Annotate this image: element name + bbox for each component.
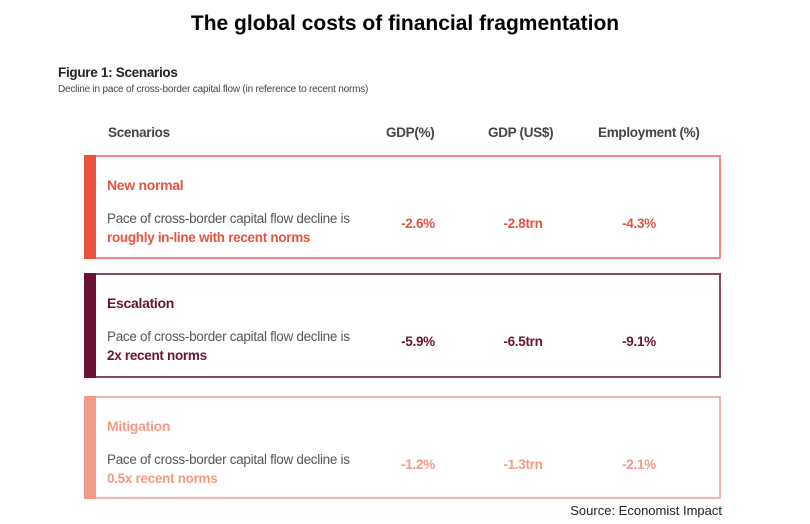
gdp-usd-value: -6.5trn	[503, 334, 543, 349]
description-text: Pace of cross-border capital flow declin…	[107, 329, 350, 344]
scenario-description: Pace of cross-border capital flow declin…	[107, 209, 357, 247]
header-gdp-usd: GDP (US$)	[488, 125, 554, 140]
figure-title: Figure 1: Scenarios	[58, 65, 178, 80]
employment-value: -4.3%	[622, 216, 656, 231]
scenario-name: New normal	[107, 177, 184, 193]
scenario-description: Pace of cross-border capital flow declin…	[107, 450, 357, 488]
source-note: Source: Economist Impact	[570, 503, 722, 518]
scenario-card-escalation: Escalation Pace of cross-border capital …	[84, 273, 721, 378]
description-highlight: 0.5x recent norms	[107, 471, 218, 486]
gdp-usd-value: -1.3trn	[503, 457, 543, 472]
employment-value: -2.1%	[622, 457, 656, 472]
scenario-color-bar	[84, 273, 96, 378]
figure-subtitle: Decline in pace of cross-border capital …	[58, 84, 369, 95]
gdp-pct-value: -1.2%	[401, 457, 435, 472]
scenario-color-bar	[84, 155, 96, 259]
description-highlight: 2x recent norms	[107, 348, 207, 363]
scenario-card-mitigation: Mitigation Pace of cross-border capital …	[84, 396, 721, 499]
scenario-name: Escalation	[107, 295, 175, 311]
header-employment: Employment (%)	[598, 125, 700, 140]
header-scenarios: Scenarios	[108, 125, 170, 140]
description-text: Pace of cross-border capital flow declin…	[107, 211, 350, 226]
employment-value: -9.1%	[622, 334, 656, 349]
scenario-name: Mitigation	[107, 418, 171, 434]
scenario-description: Pace of cross-border capital flow declin…	[107, 327, 357, 365]
gdp-usd-value: -2.8trn	[503, 216, 543, 231]
gdp-pct-value: -2.6%	[401, 216, 435, 231]
description-highlight: roughly in-line with recent norms	[107, 230, 311, 245]
page-title: The global costs of financial fragmentat…	[190, 12, 620, 35]
gdp-pct-value: -5.9%	[401, 334, 435, 349]
header-gdp-pct: GDP(%)	[386, 125, 435, 140]
scenario-color-bar	[84, 396, 96, 499]
description-text: Pace of cross-border capital flow declin…	[107, 452, 350, 467]
scenario-card-new-normal: New normal Pace of cross-border capital …	[84, 155, 721, 259]
